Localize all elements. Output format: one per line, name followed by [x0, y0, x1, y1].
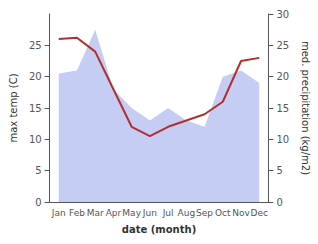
svg-text:15: 15: [276, 103, 289, 114]
svg-text:med. precipitation (kg/m2): med. precipitation (kg/m2): [300, 41, 311, 175]
svg-text:15: 15: [29, 103, 42, 114]
svg-text:Jan: Jan: [51, 208, 66, 218]
svg-text:Feb: Feb: [69, 208, 85, 218]
svg-text:Nov: Nov: [232, 208, 250, 218]
svg-text:0: 0: [35, 197, 41, 208]
svg-text:max temp (C): max temp (C): [8, 73, 19, 142]
svg-text:25: 25: [29, 40, 42, 51]
svg-text:date (month): date (month): [122, 224, 196, 235]
svg-text:Sep: Sep: [196, 208, 213, 218]
svg-text:5: 5: [276, 165, 282, 176]
svg-text:Jun: Jun: [142, 208, 157, 218]
svg-text:5: 5: [35, 165, 41, 176]
svg-text:Dec: Dec: [251, 208, 268, 218]
svg-text:20: 20: [29, 71, 42, 82]
svg-text:Apr: Apr: [106, 208, 122, 218]
svg-text:30: 30: [276, 9, 289, 20]
svg-text:10: 10: [29, 134, 42, 145]
svg-text:Jul: Jul: [162, 208, 174, 218]
svg-text:Oct: Oct: [215, 208, 231, 218]
svg-text:Mar: Mar: [87, 208, 104, 218]
svg-text:Aug: Aug: [178, 208, 196, 218]
svg-text:10: 10: [276, 134, 289, 145]
svg-text:25: 25: [276, 40, 289, 51]
svg-text:0: 0: [276, 197, 282, 208]
svg-text:May: May: [122, 208, 141, 218]
svg-text:20: 20: [276, 71, 289, 82]
